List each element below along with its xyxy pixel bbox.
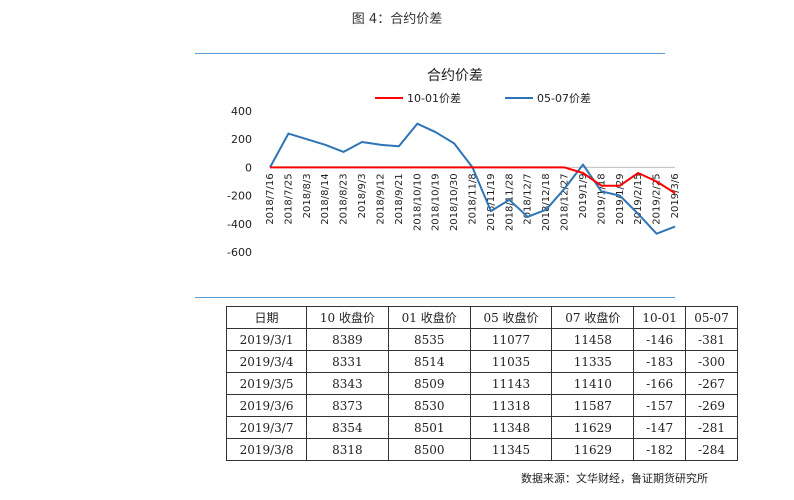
spread-line-chart: 合约价差 10-01价差 05-07价差 400 200 0 -200 -400 -600… xyxy=(227,68,681,259)
series-line-10-01 xyxy=(270,166,676,194)
x-tick-label: 2018/12/7 xyxy=(523,173,534,224)
x-tick-label: 2018/11/8 xyxy=(468,173,479,224)
cell-05-close: 11143 xyxy=(469,372,553,395)
cell-01-close: 8501 xyxy=(387,416,471,439)
x-tick-label: 2018/11/28 xyxy=(504,173,515,231)
cell-date: 2019/3/1 xyxy=(225,328,308,351)
cell-05-07: -300 xyxy=(685,350,738,373)
legend-label-05-07: 05-07价差 xyxy=(537,91,591,105)
cell-05-close: 11348 xyxy=(469,416,553,439)
y-tick-label: -400 xyxy=(227,218,252,231)
table-row: 2019/3/4 8331 8514 11035 11335 -183 -300 xyxy=(225,350,738,373)
x-axis: 2018/7/16 2018/7/25 2018/8/3 2018/8/14 2018/… xyxy=(265,166,681,231)
cell-01-close: 8514 xyxy=(387,350,471,373)
cell-10-01: -146 xyxy=(633,328,687,351)
x-tick-label: 2018/9/21 xyxy=(394,173,405,224)
table-row: 2019/3/7 8354 8501 11348 11629 -147 -281 xyxy=(225,416,738,439)
cell-01-close: 8530 xyxy=(387,394,471,417)
y-tick-label: -200 xyxy=(227,190,252,203)
cell-date: 2019/3/5 xyxy=(225,372,308,395)
y-tick-label: 200 xyxy=(231,133,252,146)
x-tick-label: 2019/1/29 xyxy=(615,173,626,224)
x-tick-label: 2018/7/16 xyxy=(265,173,276,224)
col-header-01-close: 01 收盘价 xyxy=(387,306,471,329)
plot-lines xyxy=(269,122,676,235)
cell-07-close: 11335 xyxy=(551,350,635,373)
col-header-date: 日期 xyxy=(225,306,308,329)
cell-01-close: 8500 xyxy=(387,438,471,461)
x-tick-label: 2018/10/10 xyxy=(412,173,423,231)
legend-label-10-01: 10-01价差 xyxy=(407,91,461,105)
x-tick-label: 2018/12/27 xyxy=(560,173,571,231)
col-header-05-close: 05 收盘价 xyxy=(469,306,553,329)
x-tick-label: 2019/2/15 xyxy=(633,173,644,224)
cell-10-01: -166 xyxy=(633,372,687,395)
x-tick-label: 2019/1/9 xyxy=(578,173,589,218)
y-tick-label: -600 xyxy=(227,246,252,259)
col-header-10-close: 10 收盘价 xyxy=(306,306,389,329)
y-axis: 400 200 0 -200 -400 -600 xyxy=(227,105,252,259)
x-tick-label: 2019/1/18 xyxy=(596,173,607,224)
cell-05-close: 11077 xyxy=(469,328,553,351)
cell-10-01: -182 xyxy=(633,438,687,461)
cell-01-close: 8509 xyxy=(387,372,471,395)
cell-10-close: 8389 xyxy=(306,328,389,351)
chart-title: 合约价差 xyxy=(427,68,483,84)
price-table: 日期 10 收盘价 01 收盘价 05 收盘价 07 收盘价 10-01 05-… xyxy=(225,306,738,461)
cell-05-07: -281 xyxy=(685,416,738,439)
cell-05-07: -269 xyxy=(685,394,738,417)
table-row: 2019/3/1 8389 8535 11077 11458 -146 -381 xyxy=(225,328,738,351)
cell-date: 2019/3/6 xyxy=(225,394,308,417)
cell-10-close: 8331 xyxy=(306,350,389,373)
y-tick-label: 0 xyxy=(245,161,252,174)
cell-05-close: 11035 xyxy=(469,350,553,373)
x-tick-label: 2018/8/14 xyxy=(320,173,331,224)
top-divider xyxy=(195,53,665,54)
cell-date: 2019/3/8 xyxy=(225,438,308,461)
table-row: 2019/3/5 8343 8509 11143 11410 -166 -267 xyxy=(225,372,738,395)
cell-05-07: -267 xyxy=(685,372,738,395)
cell-05-close: 11345 xyxy=(469,438,553,461)
x-tick-label: 2018/10/19 xyxy=(431,173,442,231)
cell-07-close: 11629 xyxy=(551,416,635,439)
source-note: 数据来源：文华财经，鲁证期货研究所 xyxy=(521,472,708,485)
cell-10-01: -147 xyxy=(633,416,687,439)
x-tick-label: 2018/9/3 xyxy=(357,173,368,218)
cell-05-07: -381 xyxy=(685,328,738,351)
x-tick-label: 2018/8/23 xyxy=(339,173,350,224)
table-row: 2019/3/8 8318 8500 11345 11629 -182 -284 xyxy=(225,438,738,461)
col-header-05-07: 05-07 xyxy=(685,306,738,329)
x-tick-label: 2018/12/18 xyxy=(541,173,552,231)
cell-10-close: 8354 xyxy=(306,416,389,439)
mid-divider xyxy=(195,297,675,298)
x-tick-label: 2018/7/25 xyxy=(283,173,294,224)
cell-10-close: 8373 xyxy=(306,394,389,417)
cell-07-close: 11587 xyxy=(551,394,635,417)
cell-07-close: 11458 xyxy=(551,328,635,351)
x-tick-label: 2019/3/6 xyxy=(670,173,681,218)
cell-10-close: 8343 xyxy=(306,372,389,395)
cell-date: 2019/3/4 xyxy=(225,350,308,373)
x-tick-label: 2018/8/3 xyxy=(302,173,313,218)
cell-07-close: 11629 xyxy=(551,438,635,461)
cell-10-close: 8318 xyxy=(306,438,389,461)
x-tick-label: 2018/9/12 xyxy=(375,173,386,224)
x-tick-label: 2019/2/25 xyxy=(652,173,663,224)
y-tick-label: 400 xyxy=(231,105,252,118)
cell-05-close: 11318 xyxy=(469,394,553,417)
table-row: 2019/3/6 8373 8530 11318 11587 -157 -269 xyxy=(225,394,738,417)
x-tick-label: 2018/11/19 xyxy=(486,173,497,231)
table-header-row: 日期 10 收盘价 01 收盘价 05 收盘价 07 收盘价 10-01 05-… xyxy=(225,306,738,329)
cell-10-01: -157 xyxy=(633,394,687,417)
figure-caption: 图 4：合约价差 xyxy=(351,12,443,27)
x-tick-label: 2018/10/30 xyxy=(449,173,460,231)
cell-05-07: -284 xyxy=(685,438,738,461)
cell-10-01: -183 xyxy=(633,350,687,373)
col-header-07-close: 07 收盘价 xyxy=(551,306,635,329)
cell-date: 2019/3/7 xyxy=(225,416,308,439)
chart-legend: 10-01价差 05-07价差 xyxy=(375,91,591,105)
cell-01-close: 8535 xyxy=(387,328,471,351)
cell-07-close: 11410 xyxy=(551,372,635,395)
col-header-10-01: 10-01 xyxy=(633,306,687,329)
